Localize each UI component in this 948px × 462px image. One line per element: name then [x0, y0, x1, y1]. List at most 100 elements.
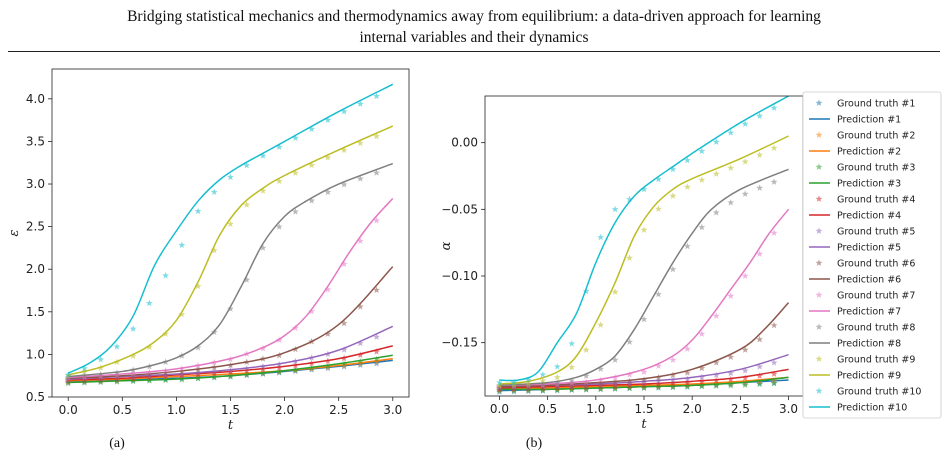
ground-truth-point-8 — [597, 365, 605, 372]
ground-truth-point-7 — [243, 350, 251, 357]
x-tick-label: 0.0 — [59, 403, 78, 417]
ground-truth-point-6 — [756, 335, 764, 343]
legend-star-marker — [815, 227, 823, 234]
ground-truth-point-10 — [524, 376, 532, 383]
ground-truth-point-4 — [340, 354, 348, 362]
ground-truth-point-9 — [210, 246, 218, 254]
ground-truth-point-5 — [373, 333, 380, 340]
legend-label-ground-truth: Ground truth #3 — [837, 163, 915, 174]
ground-truth-point-8 — [340, 181, 348, 188]
y-tick-label: −0.10 — [441, 269, 478, 283]
ground-truth-point-7 — [291, 324, 299, 331]
ground-truth-point-3 — [129, 377, 137, 385]
ground-truth-point-10 — [655, 175, 662, 183]
caption-b: (b) — [525, 436, 543, 451]
ground-truth-point-3 — [597, 385, 605, 393]
plot-frame — [51, 68, 410, 398]
ground-truth-point-8 — [640, 315, 648, 323]
x-tick-label: 1.0 — [167, 403, 186, 417]
ground-truth-point-9 — [194, 282, 202, 290]
ground-truth-point-9 — [113, 358, 121, 365]
x-axis-label: t — [641, 417, 647, 432]
ground-truth-point-9 — [373, 132, 380, 140]
ground-truth-point-3 — [626, 384, 633, 392]
ground-truth-point-6 — [373, 286, 380, 293]
ground-truth-point-7 — [683, 345, 691, 352]
x-tick-label: 1.5 — [221, 403, 240, 417]
ground-truth-point-9 — [524, 380, 532, 387]
legend-label-ground-truth: Ground truth #10 — [837, 387, 921, 398]
ground-truth-point-9 — [553, 373, 561, 381]
ground-truth-point-8 — [243, 276, 251, 283]
prediction-line-9 — [68, 125, 394, 376]
ground-truth-point-2 — [356, 360, 364, 367]
ground-truth-point-8 — [210, 328, 218, 336]
ground-truth-point-7 — [756, 250, 764, 257]
ground-truth-point-4 — [356, 351, 364, 358]
ground-truth-point-4 — [259, 365, 267, 373]
y-tick-label: −0.05 — [441, 202, 478, 216]
y-tick-label: 0.5 — [26, 390, 45, 404]
ground-truth-point-6 — [640, 376, 648, 383]
x-tick-label: 1.5 — [634, 402, 653, 416]
ground-truth-point-9 — [81, 368, 88, 375]
legend-star-marker — [815, 355, 823, 362]
ground-truth-point-5 — [611, 380, 619, 388]
ground-truth-point-7 — [129, 370, 137, 377]
ground-truth-point-9 — [770, 144, 778, 152]
ground-truth-point-10 — [373, 92, 380, 100]
ground-truth-point-3 — [227, 372, 234, 380]
ground-truth-point-7 — [741, 272, 749, 279]
ground-truth-point-10 — [194, 207, 202, 215]
ground-truth-point-6 — [291, 345, 299, 353]
ground-truth-point-8 — [324, 188, 332, 196]
ground-truth-point-3 — [727, 382, 735, 389]
ground-truth-point-7 — [655, 362, 662, 369]
ground-truth-point-4 — [727, 375, 735, 383]
y-tick-label: 1.0 — [26, 347, 45, 361]
ground-truth-point-3 — [340, 360, 348, 367]
ground-truth-point-10 — [113, 343, 121, 350]
ground-truth-point-8 — [291, 208, 299, 215]
ground-truth-point-3 — [611, 385, 619, 392]
ground-truth-point-3 — [275, 368, 283, 375]
ground-truth-point-7 — [227, 355, 234, 363]
x-tick-label: 1.0 — [586, 402, 605, 416]
legend-label-ground-truth: Ground truth #4 — [837, 195, 915, 206]
ground-truth-point-6 — [259, 355, 267, 362]
ground-truth-point-6 — [308, 338, 316, 345]
ground-truth-point-8 — [356, 175, 364, 182]
ground-truth-point-6 — [227, 361, 234, 369]
ground-truth-point-9 — [640, 226, 648, 233]
ground-truth-point-8 — [194, 343, 202, 351]
legend-star-marker — [815, 387, 823, 394]
ground-truth-point-6 — [611, 378, 619, 386]
ground-truth-point-5 — [308, 354, 316, 361]
ground-truth-point-5 — [356, 339, 364, 347]
ground-truth-point-3 — [683, 383, 691, 390]
ground-truth-point-6 — [698, 364, 706, 372]
ground-truth-point-8 — [655, 290, 662, 298]
ground-truth-point-7 — [113, 371, 121, 379]
ground-truth-point-9 — [597, 321, 605, 328]
ground-truth-point-6 — [770, 321, 778, 329]
legend-star-marker — [815, 291, 823, 298]
ground-truth-point-4 — [291, 362, 299, 369]
y-tick-label: 4.0 — [26, 92, 45, 106]
ground-truth-point-3 — [712, 382, 720, 389]
ground-truth-point-8 — [308, 197, 316, 204]
ground-truth-point-4 — [712, 377, 720, 384]
legend-label-ground-truth: Ground truth #1 — [837, 99, 915, 110]
ground-truth-point-10 — [210, 188, 218, 196]
ground-truth-point-3 — [113, 378, 121, 385]
ground-truth-point-5 — [770, 359, 778, 366]
ground-truth-point-4 — [324, 357, 332, 364]
ground-truth-point-4 — [243, 367, 251, 374]
x-tick-label: 2.0 — [275, 403, 294, 417]
ground-truth-point-5 — [259, 362, 267, 370]
ground-truth-point-8 — [611, 356, 619, 363]
y-tick-label: 0.00 — [451, 136, 478, 150]
ground-truth-point-5 — [698, 373, 706, 381]
ground-truth-point-7 — [712, 312, 720, 319]
prediction-line-9 — [499, 135, 789, 385]
